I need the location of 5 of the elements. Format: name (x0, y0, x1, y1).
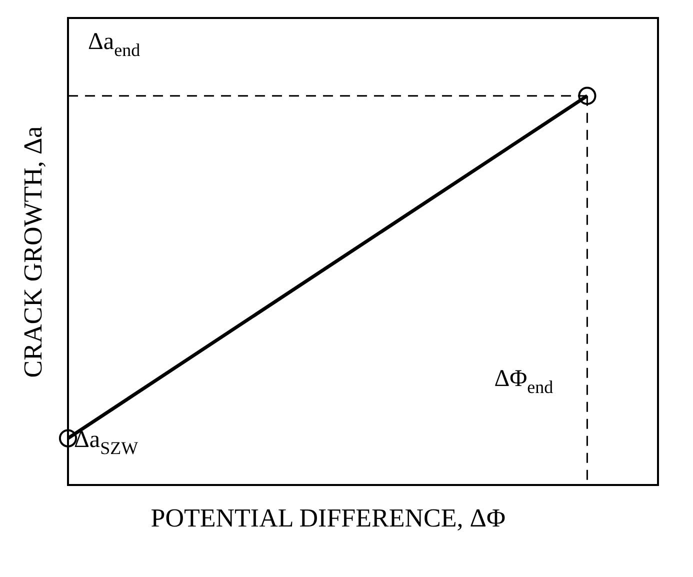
ref-line-label: Δa$_{end}$ (88, 28, 140, 60)
x-axis-title: POTENTIAL DIFFERENCE, ΔΦ (150, 504, 506, 532)
y-axis-title: CRACK GROWTH, Δa (18, 126, 48, 378)
annotation: ΔΦ$_{end}$ (494, 366, 554, 397)
annotation: Δa$_{SZW}$ (74, 427, 138, 458)
